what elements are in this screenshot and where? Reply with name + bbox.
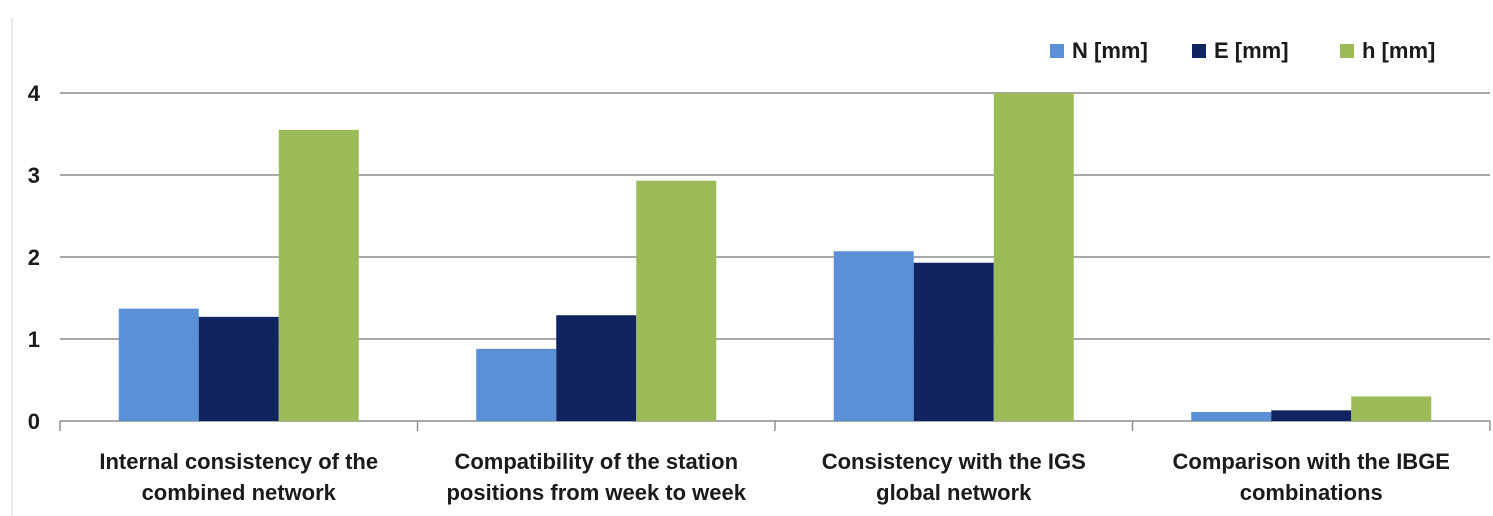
y-tick-label: 0 xyxy=(28,409,40,434)
bar-e-1 xyxy=(556,315,637,421)
bar-e-3 xyxy=(1271,410,1352,421)
legend-swatch xyxy=(1050,44,1064,58)
x-category-label-line: global network xyxy=(876,480,1032,505)
x-category-label-line: Consistency with the IGS xyxy=(822,449,1086,474)
x-category-label-line: Internal consistency of the xyxy=(99,449,378,474)
y-tick-label: 4 xyxy=(28,81,41,106)
bar-h-2 xyxy=(993,93,1074,421)
legend-label: h [mm] xyxy=(1362,38,1435,63)
bar-n-3 xyxy=(1191,411,1272,421)
bar-h-0 xyxy=(278,129,359,421)
bar-e-2 xyxy=(913,262,994,421)
legend-swatch xyxy=(1340,44,1354,58)
bar-n-0 xyxy=(118,308,199,421)
y-tick-label: 2 xyxy=(28,245,40,270)
x-category-label-line: combined network xyxy=(142,480,337,505)
x-category-label-line: Compatibility of the station xyxy=(454,449,738,474)
x-category-label-line: positions from week to week xyxy=(446,480,746,505)
x-category-label-line: combinations xyxy=(1240,480,1383,505)
bar-n-1 xyxy=(476,348,557,421)
bar-h-1 xyxy=(636,180,717,421)
legend-label: E [mm] xyxy=(1214,38,1289,63)
legend-label: N [mm] xyxy=(1072,38,1148,63)
x-category-label: Internal consistency of the combined netw… xyxy=(99,449,378,505)
x-category-label: Consistency with the IGS global network xyxy=(822,449,1086,505)
x-category-label: Compatibility of the station positions fr… xyxy=(446,449,746,505)
y-tick-label: 1 xyxy=(28,327,40,352)
bar-h-3 xyxy=(1351,396,1432,421)
x-category-label-line: Comparison with the IBGE xyxy=(1173,449,1450,474)
bar-n-2 xyxy=(833,251,914,421)
x-category-label: Comparison with the IBGE combinations xyxy=(1173,449,1450,505)
legend-swatch xyxy=(1192,44,1206,58)
y-tick-label: 3 xyxy=(28,163,40,188)
bar-e-0 xyxy=(198,316,279,421)
